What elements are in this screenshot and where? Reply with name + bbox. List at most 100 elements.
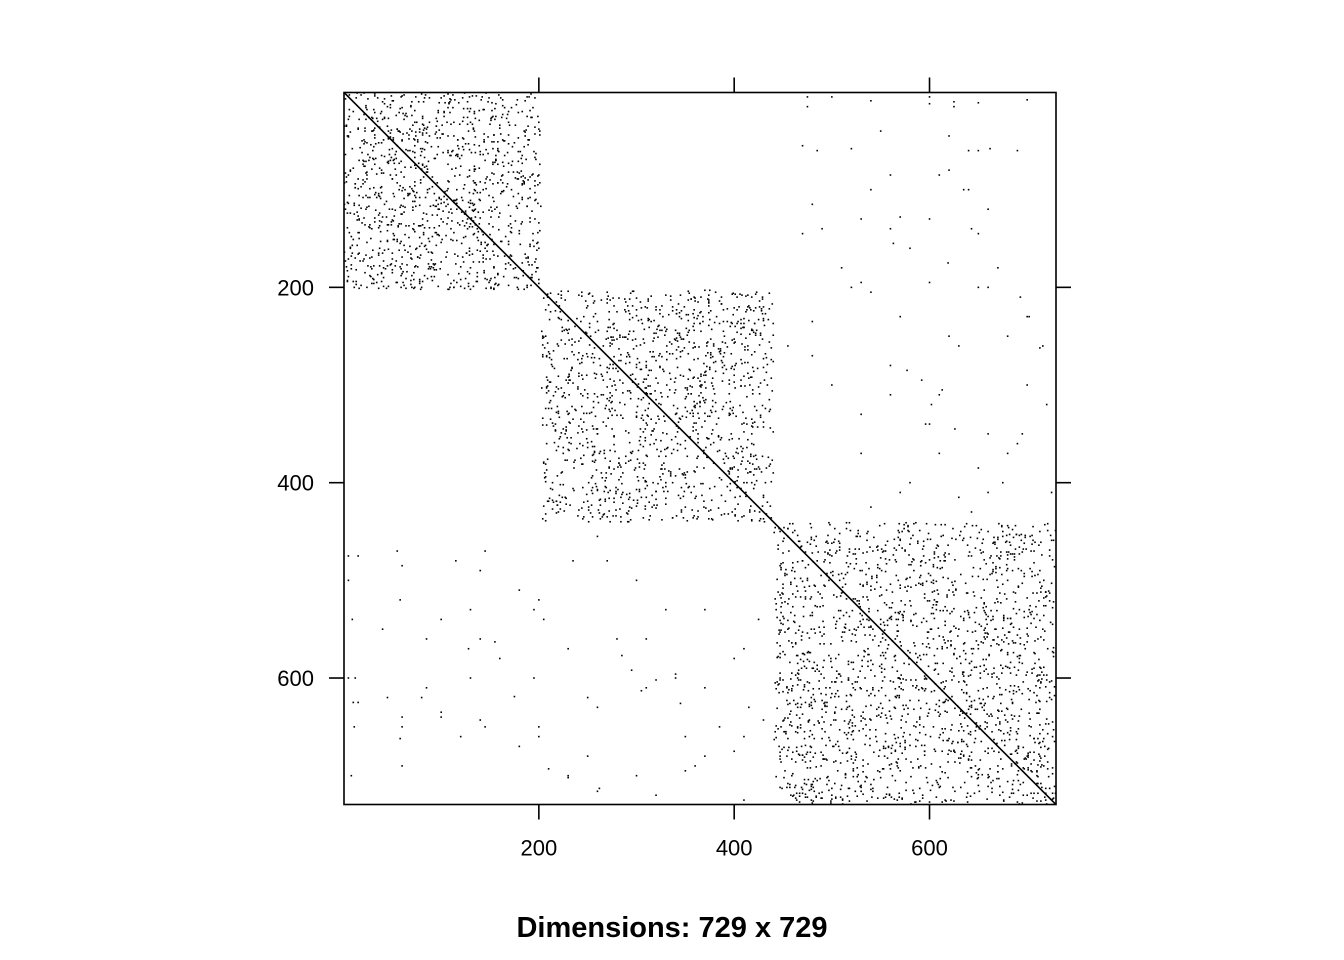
block-3-point — [858, 602, 860, 605]
block-2-point — [660, 403, 662, 406]
block-2-point — [592, 315, 595, 318]
block-1-point — [423, 156, 426, 159]
block-3-point — [973, 595, 976, 597]
block-3-point — [987, 673, 989, 675]
offblock-point — [621, 654, 623, 657]
block-2-point — [548, 401, 551, 404]
block-3-point — [870, 626, 872, 629]
block-1-point — [489, 258, 491, 260]
block-3-point — [951, 742, 953, 745]
block-3-point — [900, 687, 902, 690]
block-2-point — [613, 443, 615, 446]
block-1-point — [366, 286, 368, 289]
block-3-point — [841, 752, 844, 755]
block-2-point — [551, 508, 554, 510]
offblock-point — [1006, 452, 1009, 455]
block-3-point — [977, 769, 980, 771]
block-1-point — [449, 98, 451, 100]
block-1-point — [355, 97, 358, 99]
block-2-point — [699, 405, 701, 408]
block-2-point — [555, 301, 558, 303]
block-2-point — [768, 341, 771, 343]
block-1-point — [467, 282, 470, 285]
block-1-point — [468, 191, 471, 194]
block-2-point — [740, 333, 742, 336]
block-1-point — [455, 154, 457, 157]
block-3-point — [993, 639, 995, 641]
block-3-point — [791, 645, 794, 648]
block-1-point — [348, 108, 351, 111]
block-3-point — [791, 642, 793, 644]
block-2-point — [708, 366, 711, 369]
offblock-point — [977, 232, 980, 235]
block-2-point — [713, 321, 716, 324]
block-3-point — [775, 725, 777, 727]
block-3-point — [808, 705, 811, 708]
block-3-point — [985, 562, 987, 565]
block-2-point — [648, 326, 651, 329]
block-2-point — [717, 417, 720, 420]
block-3-point — [893, 655, 896, 658]
block-2-point — [580, 320, 582, 323]
block-3-point — [972, 566, 975, 569]
offblock-point — [567, 776, 569, 779]
block-2-point — [615, 492, 617, 495]
block-3-point — [1019, 783, 1022, 786]
block-3-point — [962, 537, 965, 540]
block-1-point — [465, 252, 468, 254]
offblock-point — [958, 496, 960, 499]
block-2-point — [626, 338, 629, 340]
block-2-point — [582, 444, 584, 447]
block-3-point — [791, 795, 794, 797]
block-3-point — [812, 786, 815, 789]
block-2-point — [564, 343, 567, 345]
block-3-point — [807, 689, 810, 692]
block-2-point — [549, 418, 552, 420]
block-3-point — [925, 522, 928, 525]
block-3-point — [868, 610, 870, 613]
block-3-point — [951, 724, 953, 726]
block-3-point — [789, 661, 791, 664]
block-3-point — [1033, 792, 1035, 795]
block-2-point — [760, 308, 763, 310]
block-3-point — [800, 545, 803, 547]
block-1-point — [409, 128, 411, 130]
block-2-point — [679, 351, 682, 353]
block-3-point — [943, 639, 945, 641]
block-3-point — [1005, 563, 1008, 566]
block-1-point — [383, 249, 386, 252]
block-3-point — [856, 767, 859, 769]
block-3-point — [801, 713, 804, 715]
block-3-point — [800, 639, 803, 641]
block-3-point — [796, 726, 799, 728]
block-2-point — [705, 387, 707, 389]
block-3-point — [890, 618, 893, 621]
block-2-point — [737, 320, 739, 323]
block-3-point — [1033, 617, 1035, 620]
block-2-point — [565, 497, 567, 500]
block-1-point — [422, 176, 425, 178]
block-3-point — [871, 575, 873, 578]
block-3-point — [1005, 534, 1008, 537]
block-2-point — [582, 463, 584, 465]
block-3-point — [813, 539, 816, 542]
block-3-point — [816, 560, 818, 562]
block-2-point — [675, 309, 678, 311]
block-2-point — [688, 341, 691, 343]
block-2-point — [667, 313, 670, 316]
block-2-point — [678, 315, 681, 318]
block-2-point — [679, 336, 682, 338]
offblock-point — [635, 579, 638, 582]
block-3-point — [832, 745, 834, 748]
offblock-point — [630, 669, 633, 672]
block-2-point — [559, 483, 562, 486]
block-3-point — [974, 708, 977, 711]
block-2-point — [598, 512, 601, 514]
block-2-point — [585, 429, 588, 431]
block-2-point — [578, 509, 580, 511]
block-2-point — [631, 339, 634, 341]
block-2-point — [635, 488, 638, 491]
block-3-point — [868, 619, 870, 622]
block-3-point — [921, 643, 924, 645]
block-1-point — [348, 94, 351, 96]
